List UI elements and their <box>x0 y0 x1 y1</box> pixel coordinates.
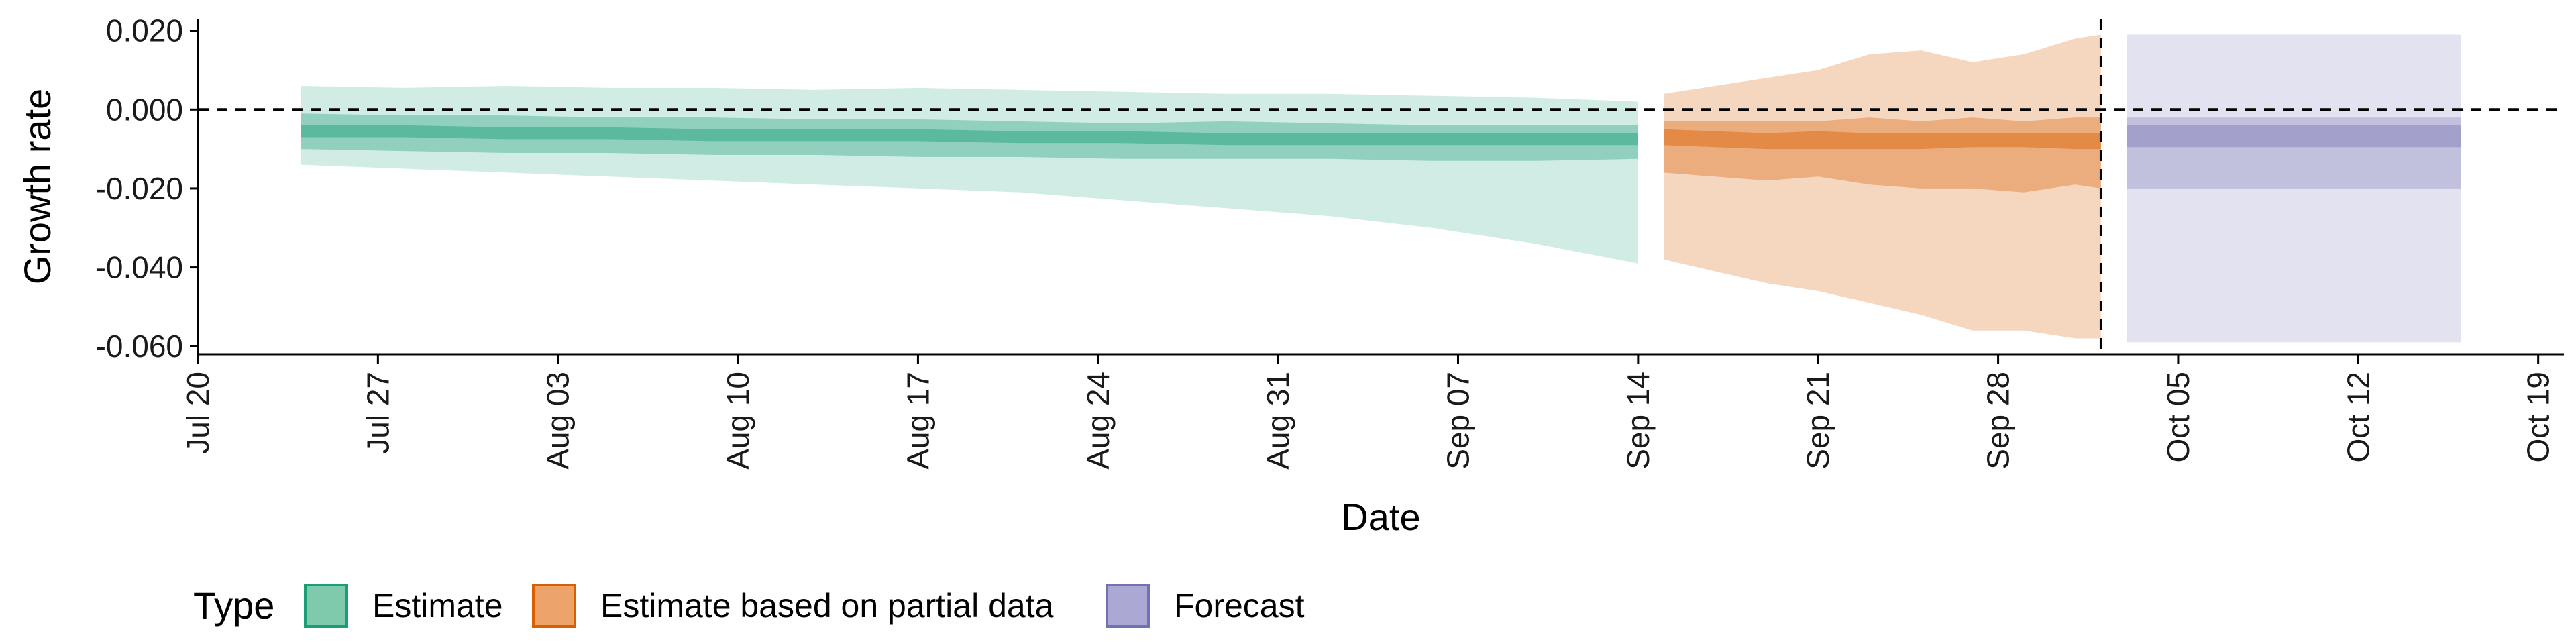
y-axis-title: Growth rate <box>16 89 58 285</box>
band-forecast-outer <box>2127 34 2461 343</box>
band-estimate-based-on-partial-data-mid <box>1664 117 2101 193</box>
band-layer <box>301 34 2461 343</box>
x-tick-label: Aug 31 <box>1260 372 1295 470</box>
x-tick-label: Jul 20 <box>180 372 215 454</box>
y-tick-label: -0.020 <box>96 171 183 206</box>
band-estimate-inner <box>301 125 1638 146</box>
x-tick-label: Sep 07 <box>1441 372 1476 470</box>
y-tick-label: 0.020 <box>106 13 183 48</box>
legend: Type Estimate Estimate based on partial da… <box>193 584 1305 628</box>
legend-label: Estimate based on partial data <box>600 587 1054 625</box>
x-tick-label: Jul 27 <box>360 372 395 454</box>
x-tick-label: Oct 05 <box>2161 372 2196 463</box>
band-forecast-inner <box>2127 125 2461 148</box>
band-estimate-based-on-partial-data-inner <box>1664 129 2101 150</box>
y-tick-label: -0.040 <box>96 250 183 285</box>
band-forecast-mid <box>2127 117 2461 189</box>
legend-title: Type <box>193 584 274 627</box>
x-axis-title: Date <box>1341 496 1420 538</box>
legend-key-estimate <box>304 584 348 628</box>
x-tick-label: Aug 24 <box>1081 372 1116 470</box>
band-estimate-mid <box>301 113 1638 161</box>
legend-label: Forecast <box>1174 587 1305 625</box>
x-tick-label: Aug 10 <box>720 372 755 470</box>
x-tick-label: Oct 19 <box>2521 372 2556 463</box>
axes: 0.020 0.000 -0.020 -0.040 -0.060 Jul 20 Jul 27… <box>16 13 2564 538</box>
legend-key-estimate-based-on-partial-data <box>532 584 576 628</box>
legend-key-forecast <box>1106 584 1150 628</box>
band-estimate-outer <box>301 86 1638 264</box>
x-tick-label: Aug 03 <box>541 372 576 470</box>
y-tick-label: 0.000 <box>106 92 183 127</box>
legend-label: Estimate <box>372 587 503 625</box>
x-tick-label: Sep 21 <box>1801 372 1835 470</box>
x-tick-label: Sep 28 <box>1981 372 2016 470</box>
x-tick-label: Sep 14 <box>1621 372 1656 470</box>
y-tick-label: -0.060 <box>96 329 183 364</box>
x-tick-label: Oct 12 <box>2341 372 2375 463</box>
x-tick-label: Aug 17 <box>900 372 935 470</box>
